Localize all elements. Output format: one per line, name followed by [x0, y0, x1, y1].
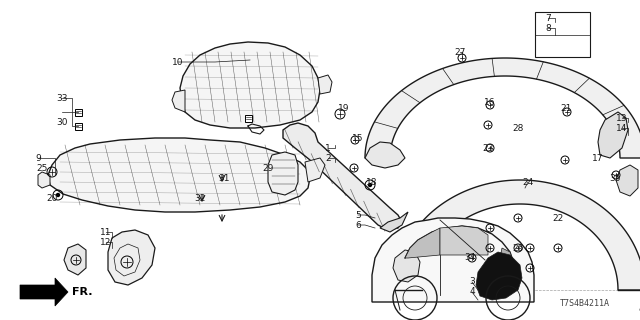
Text: 32: 32	[195, 194, 205, 203]
Text: 16: 16	[484, 98, 496, 107]
Text: 19: 19	[339, 103, 349, 113]
Polygon shape	[305, 158, 325, 182]
Text: 18: 18	[366, 178, 378, 187]
Text: 33: 33	[56, 93, 68, 102]
Text: 35: 35	[609, 173, 621, 182]
Text: 3: 3	[469, 277, 475, 286]
Bar	[74, 108, 81, 116]
Polygon shape	[283, 123, 402, 230]
Circle shape	[56, 194, 60, 196]
Text: 12: 12	[100, 237, 112, 246]
Text: 20: 20	[46, 194, 58, 203]
Polygon shape	[365, 142, 405, 168]
Text: 24: 24	[522, 178, 534, 187]
Circle shape	[369, 183, 371, 187]
Text: 7: 7	[545, 13, 551, 22]
Text: 31: 31	[218, 173, 230, 182]
Text: 11: 11	[100, 228, 112, 236]
Text: 22: 22	[552, 213, 564, 222]
Polygon shape	[372, 218, 534, 302]
Text: 1: 1	[325, 143, 331, 153]
Polygon shape	[48, 138, 310, 212]
Text: T7S4B4211A: T7S4B4211A	[560, 299, 610, 308]
Polygon shape	[395, 180, 640, 290]
Text: 8: 8	[545, 23, 551, 33]
Bar	[74, 123, 81, 130]
Polygon shape	[365, 58, 640, 158]
Polygon shape	[598, 112, 628, 158]
Polygon shape	[476, 252, 522, 300]
Polygon shape	[500, 248, 512, 258]
Text: 4: 4	[469, 287, 475, 297]
Text: 10: 10	[172, 58, 184, 67]
Polygon shape	[616, 165, 638, 196]
Text: 14: 14	[616, 124, 628, 132]
Text: 28: 28	[512, 124, 524, 132]
Text: 21: 21	[560, 103, 572, 113]
Text: 5: 5	[355, 211, 361, 220]
Text: 34: 34	[464, 253, 476, 262]
Polygon shape	[318, 75, 332, 94]
Text: 23: 23	[483, 143, 493, 153]
Polygon shape	[180, 42, 320, 128]
Polygon shape	[64, 244, 86, 275]
Text: 29: 29	[262, 164, 274, 172]
Text: 15: 15	[352, 133, 364, 142]
Polygon shape	[38, 172, 50, 188]
Polygon shape	[380, 212, 408, 232]
Text: FR.: FR.	[72, 287, 93, 297]
Text: 13: 13	[616, 114, 628, 123]
Bar	[535, 12, 590, 57]
Bar	[244, 115, 252, 122]
Polygon shape	[172, 90, 185, 112]
Text: 27: 27	[454, 47, 466, 57]
Text: 26: 26	[512, 244, 524, 252]
Text: 30: 30	[56, 117, 68, 126]
Text: 6: 6	[355, 220, 361, 229]
Text: 17: 17	[592, 154, 604, 163]
Text: 2: 2	[325, 154, 331, 163]
Polygon shape	[268, 152, 298, 195]
Polygon shape	[440, 226, 488, 255]
Text: 9: 9	[35, 154, 41, 163]
Text: 25: 25	[36, 164, 48, 172]
Polygon shape	[20, 278, 68, 306]
Polygon shape	[393, 250, 420, 282]
Polygon shape	[108, 230, 155, 285]
Polygon shape	[405, 228, 440, 258]
